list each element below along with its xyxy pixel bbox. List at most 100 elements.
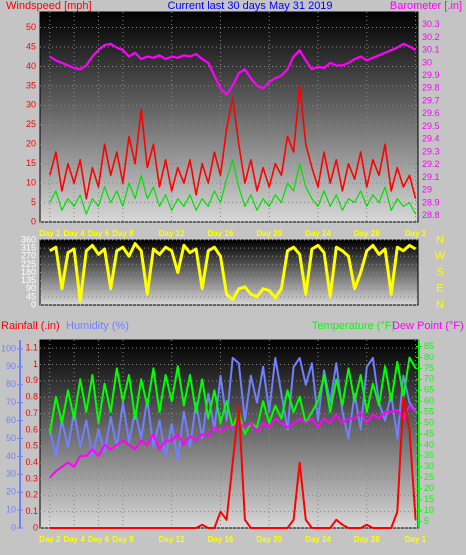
x-tick-label: Day 20 (256, 229, 282, 238)
y2-axis-label: Dew Point (°F) (392, 320, 464, 332)
y2-tick-label: 29.3 (422, 146, 440, 156)
y2-axis-label: Barometer [.in] (390, 0, 462, 12)
y2-tick-label: W (435, 250, 446, 262)
x-tick-label: Day 24 (305, 535, 331, 544)
y3-tick-label: 50 (6, 433, 16, 443)
y2-tick-label: S (436, 266, 443, 278)
y-tick-label: 135 (21, 275, 36, 285)
y-tick-label: 0.4 (25, 457, 38, 467)
x-tick-label: Day 8 (112, 229, 134, 238)
y-tick-label: 90 (26, 283, 36, 293)
y2-tick-label: 30.1 (422, 45, 440, 55)
y3-axis-label: Humidity (%) (66, 320, 129, 332)
y2-tick-label: 45 (424, 428, 434, 438)
x-tick-label: Day 12 (159, 535, 185, 544)
y2-tick-label: 29.7 (422, 95, 440, 105)
x-tick-label: Day 2 (39, 535, 61, 544)
y3-tick-label: 60 (6, 415, 16, 425)
y3-tick-label: 20 (6, 487, 16, 497)
x-tick-label: Day 4 (63, 535, 85, 544)
y2-tick-label: 70 (424, 374, 434, 384)
series-line (49, 85, 417, 200)
y2-tick-label: 30 (422, 57, 432, 67)
y-tick-label: 0.6 (25, 424, 38, 434)
y3-tick-label: 100 (1, 343, 16, 353)
y-tick-label: 10 (26, 177, 36, 187)
y2-tick-label: 29.5 (422, 121, 440, 131)
series-line (48, 356, 417, 461)
x-tick-label: Day 2 (39, 229, 61, 238)
y2-tick-label: 65 (424, 385, 434, 395)
y2-tick-label: 60 (424, 396, 434, 406)
y-tick-label: 0.1 (25, 506, 38, 516)
y2-tick-label: 10 (424, 505, 434, 515)
y-tick-label: 35 (26, 80, 36, 90)
y-tick-label: 5 (31, 197, 36, 207)
y2-tick-label: E (436, 283, 443, 295)
series-line (49, 242, 417, 303)
y3-tick-label: 10 (6, 504, 16, 514)
x-tick-label: Day 16 (208, 535, 234, 544)
y2-tick-label: 30.3 (422, 19, 440, 29)
x-tick-label: Day 1 (405, 535, 427, 544)
y3-tick-label: 80 (6, 379, 16, 389)
y2-tick-label: 30.2 (422, 32, 440, 42)
y2-tick-label: 29.1 (422, 172, 440, 182)
y-tick-label: 0.5 (25, 441, 38, 451)
series-line (49, 396, 417, 529)
y-tick-label: 0.8 (25, 392, 38, 402)
y2-tick-label: 30 (424, 461, 434, 471)
y2-tick-label: 40 (424, 439, 434, 449)
y2-tick-label: N (436, 299, 444, 311)
x-tick-label: Day 20 (256, 535, 282, 544)
y3-tick-label: 70 (6, 397, 16, 407)
y-tick-label: 0.7 (25, 408, 38, 418)
y2-axis-label: Temperature (°F) (312, 320, 395, 332)
y-tick-label: 20 (26, 139, 36, 149)
y-tick-label: 0.3 (25, 473, 38, 483)
y-tick-label: 180 (21, 267, 36, 277)
y2-tick-label: 29.2 (422, 159, 440, 169)
y2-tick-label: 29.9 (422, 70, 440, 80)
x-tick-label: Day 4 (63, 229, 85, 238)
y-axis-label: Rainfall (.in) (1, 320, 60, 332)
y-tick-label: 360 (21, 234, 36, 244)
y-tick-label: 0 (31, 216, 36, 226)
y2-tick-label: 50 (424, 417, 434, 427)
y-tick-label: 30 (26, 100, 36, 110)
y2-tick-label: 80 (424, 352, 434, 362)
y-tick-label: 0 (31, 299, 36, 309)
y-tick-label: 0.9 (25, 375, 38, 385)
x-tick-label: Day 16 (208, 229, 234, 238)
series-line (49, 42, 417, 96)
series-line (49, 159, 417, 215)
x-tick-label: Day 1 (405, 229, 427, 238)
y2-tick-label: 5 (424, 516, 429, 526)
y3-tick-label: 0 (11, 522, 16, 532)
y2-tick-label: 75 (424, 363, 434, 373)
x-tick-label: Day 28 (354, 229, 380, 238)
x-tick-label: Day 6 (88, 535, 110, 544)
y-tick-label: 40 (26, 61, 36, 71)
y-tick-label: 315 (21, 243, 36, 253)
y2-tick-label: N (436, 234, 444, 246)
y2-tick-label: 29.6 (422, 108, 440, 118)
y-tick-label: 0.2 (25, 490, 38, 500)
y-tick-label: 225 (21, 259, 36, 269)
y2-tick-label: 28.8 (422, 210, 440, 220)
y2-tick-label: 29 (422, 185, 432, 195)
y-tick-label: 50 (26, 22, 36, 32)
x-tick-label: Day 8 (112, 535, 134, 544)
y2-tick-label: 29.4 (422, 134, 440, 144)
y3-tick-label: 90 (6, 361, 16, 371)
y2-tick-label: 20 (424, 483, 434, 493)
y-tick-label: 0 (33, 522, 38, 532)
y-tick-label: 1.1 (25, 343, 38, 353)
chart-title: Current last 30 days May 31 2019 (167, 0, 332, 12)
x-tick-label: Day 28 (354, 535, 380, 544)
x-tick-label: Day 6 (88, 229, 110, 238)
y2-tick-label: 35 (424, 450, 434, 460)
y-tick-label: 1 (33, 359, 38, 369)
